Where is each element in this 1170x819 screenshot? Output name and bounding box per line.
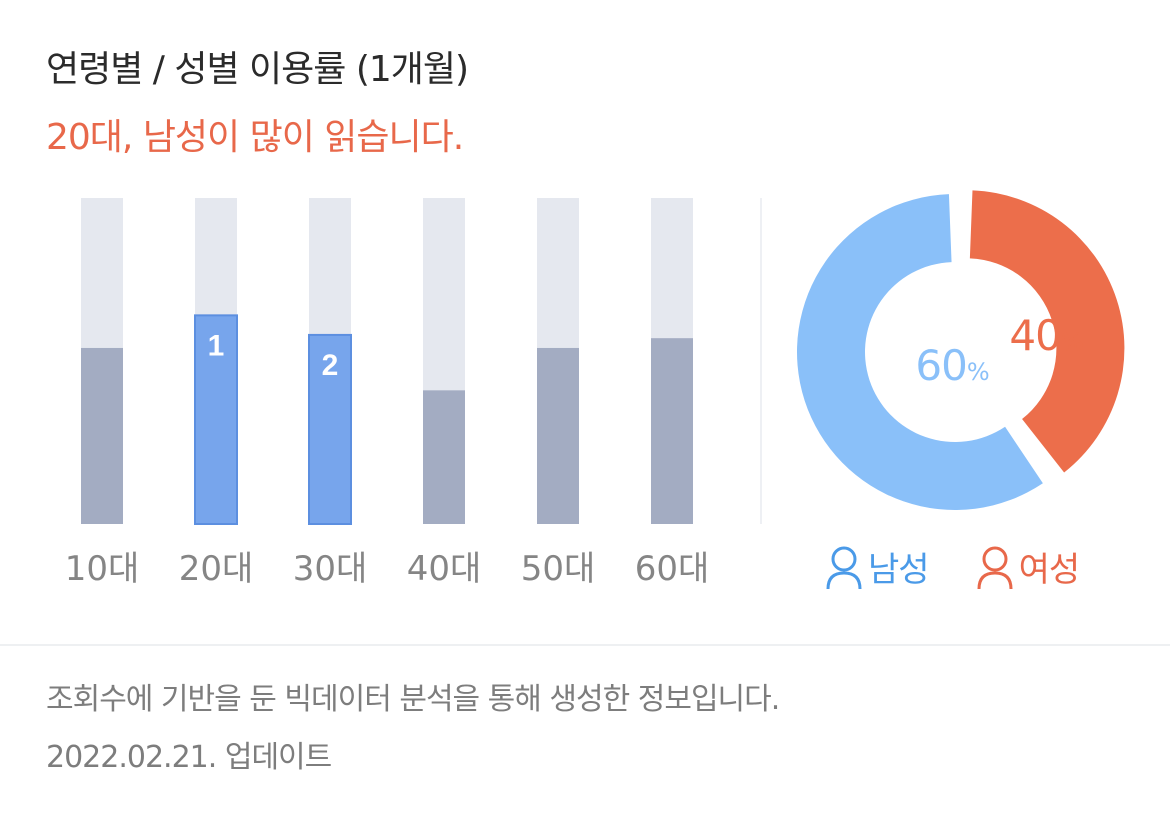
chart-divider	[760, 198, 762, 524]
donut-label-female: 40%	[1009, 311, 1082, 360]
bar	[194, 314, 238, 525]
chart-title: 연령별 / 성별 이용률 (1개월)	[46, 49, 469, 90]
legend-label-male: 남성	[868, 550, 930, 590]
update-date: 2022.02.21. 업데이트	[46, 740, 332, 775]
person-icon	[977, 546, 1013, 589]
donut-label-male: 60%	[915, 341, 988, 390]
footer-divider	[0, 644, 1170, 646]
x-tick-label: 50대	[521, 549, 596, 589]
x-tick-label: 10대	[65, 549, 140, 589]
bar	[308, 333, 352, 525]
bar	[537, 347, 579, 524]
footer-note: 조회수에 기반을 둔 빅데이터 분석을 통해 생성한 정보입니다.	[46, 682, 780, 717]
legend-item-male: 남성	[824, 542, 930, 591]
chart-subtitle: 20대, 남성이 많이 읽습니다.	[46, 117, 464, 158]
donut-slice-female	[969, 190, 1125, 473]
legend-label-female: 여성	[1018, 550, 1081, 590]
age-bar-chart: 10대 1 20대 2 30대 40대 50대 60대	[65, 198, 710, 589]
bar	[423, 390, 465, 524]
person-icon	[826, 546, 862, 589]
bar	[81, 347, 123, 524]
bar-rank-label: 2	[322, 349, 339, 382]
x-tick-label: 30대	[293, 549, 368, 589]
legend-item-female: 여성	[975, 542, 1080, 591]
x-tick-label: 40대	[407, 549, 482, 589]
x-tick-label: 60대	[635, 549, 710, 589]
gender-donut-chart: 60% 40%	[796, 190, 1125, 511]
x-tick-label: 20대	[179, 549, 254, 589]
bar	[651, 338, 693, 524]
gender-legend: 남성 여성	[824, 542, 1080, 591]
donut-slice-male	[796, 194, 1043, 511]
bar-rank-label: 1	[208, 329, 225, 362]
